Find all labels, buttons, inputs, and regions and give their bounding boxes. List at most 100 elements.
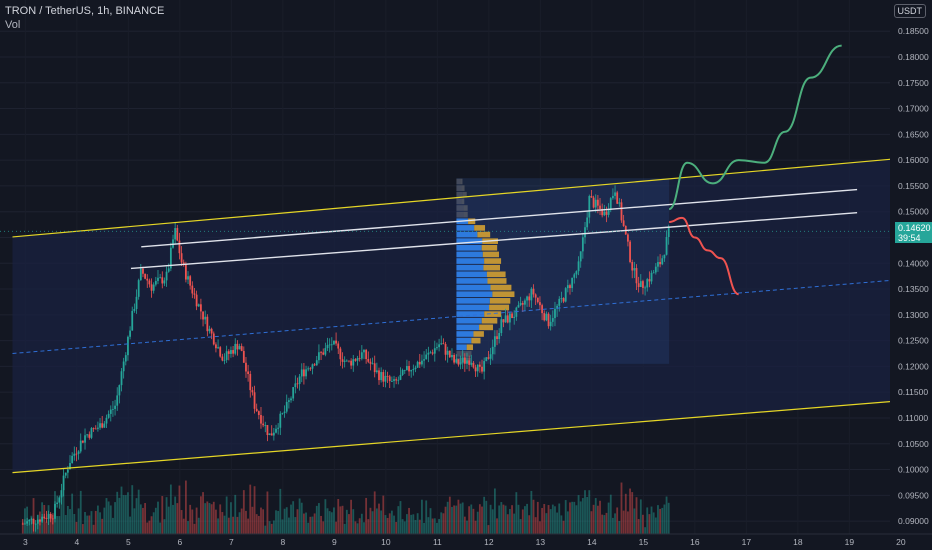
volume-bar: [75, 521, 78, 534]
candle-body: [633, 268, 636, 271]
volume-bar: [172, 504, 174, 534]
candle-body: [455, 359, 458, 363]
volume-bar: [210, 504, 213, 534]
candles: [21, 185, 670, 532]
volume-bar: [622, 510, 625, 534]
profile-bar-up: [456, 304, 490, 311]
profile-bar-down: [468, 218, 476, 225]
profile-bar-up: [456, 344, 467, 351]
volume-bar: [287, 517, 290, 534]
volume-bar: [421, 499, 423, 534]
candle-body: [418, 361, 421, 365]
profile-bar-up: [456, 198, 462, 205]
price-tick-label: 0.18500: [898, 26, 929, 36]
candle-body: [90, 428, 93, 438]
candle-body: [371, 363, 374, 365]
candle-body: [367, 359, 370, 362]
candle-body: [311, 364, 314, 369]
time-tick-label: 11: [433, 537, 442, 547]
price-tick-label: 0.10000: [898, 465, 929, 475]
candle-body: [526, 296, 528, 301]
volume-bar: [148, 520, 151, 534]
volume-bar: [324, 499, 327, 534]
volume-bar: [554, 506, 556, 534]
volume-bar: [300, 502, 303, 534]
volume-bar: [350, 499, 353, 534]
candle-body: [60, 490, 63, 498]
candle-body: [629, 241, 631, 262]
candle-body: [101, 423, 104, 428]
volume-bar: [122, 495, 125, 534]
candle-body: [221, 356, 224, 361]
volume-bar: [315, 505, 318, 534]
candle-body: [178, 240, 181, 254]
volume-bar: [343, 523, 346, 534]
candle-body: [49, 513, 52, 519]
candle-body: [182, 262, 185, 265]
candle-body: [573, 274, 576, 278]
volume-bar: [431, 518, 434, 534]
candle-body: [159, 277, 162, 279]
volume-bar: [524, 506, 526, 534]
candle-body: [620, 202, 623, 221]
candle-body: [64, 472, 67, 476]
candle-body: [260, 415, 262, 424]
volume-bar: [661, 507, 664, 534]
candle-body: [502, 319, 505, 323]
profile-bar-down: [481, 317, 498, 324]
volume-bar: [416, 513, 419, 534]
symbol-title: TRON / TetherUS, 1h, BINANCE: [5, 5, 165, 17]
volume-bar: [109, 505, 112, 534]
candle-body: [414, 367, 417, 370]
volume-bar: [202, 492, 204, 534]
volume-bar: [468, 506, 471, 534]
volume-bar: [592, 504, 595, 534]
volume-bar: [62, 488, 65, 534]
volume-bar: [21, 522, 24, 534]
profile-bar-down: [490, 284, 512, 291]
profile-bar-down: [484, 311, 502, 317]
candle-body: [165, 271, 168, 281]
candle-body: [491, 346, 494, 355]
candle-body: [459, 362, 462, 365]
profile-bar-up: [456, 225, 475, 231]
candle-body: [354, 359, 357, 361]
candle-body: [654, 266, 657, 273]
candle-body: [579, 251, 582, 262]
volume-bar: [69, 509, 71, 534]
candle-body: [212, 333, 215, 345]
volume-bar: [81, 524, 84, 534]
candle-body: [184, 264, 187, 280]
candle-body: [116, 395, 119, 406]
profile-bar-down: [481, 244, 498, 251]
volume-bar: [146, 522, 149, 534]
profile-bar-up: [456, 351, 466, 357]
candle-body: [603, 211, 606, 216]
volume-bar: [403, 521, 406, 534]
candle-body: [107, 413, 110, 418]
volume-bar: [390, 510, 393, 534]
volume-bar: [290, 504, 292, 534]
candle-body: [596, 199, 599, 206]
candle-body: [313, 364, 316, 366]
candle-body: [500, 319, 503, 334]
volume-bar: [451, 506, 453, 534]
candle-body: [536, 297, 539, 303]
volume-bar: [28, 520, 31, 534]
candle-body: [146, 278, 149, 281]
volume-bar: [650, 506, 653, 534]
currency-badge[interactable]: USDT: [893, 4, 926, 18]
volume-bar: [193, 523, 196, 534]
volume-bar: [599, 500, 601, 534]
chart-legend: TRON / TetherUS, 1h, BINANCE Vol: [5, 4, 164, 32]
volume-bar: [247, 518, 250, 534]
volume-bar: [234, 494, 237, 534]
volume-bar: [49, 518, 52, 534]
profile-bar-down: [474, 225, 486, 231]
candle-body: [34, 523, 37, 525]
volume-bar: [116, 491, 119, 534]
price-tick-label: 0.12500: [898, 336, 929, 346]
candle-body: [324, 348, 327, 355]
candle-body: [150, 284, 153, 291]
